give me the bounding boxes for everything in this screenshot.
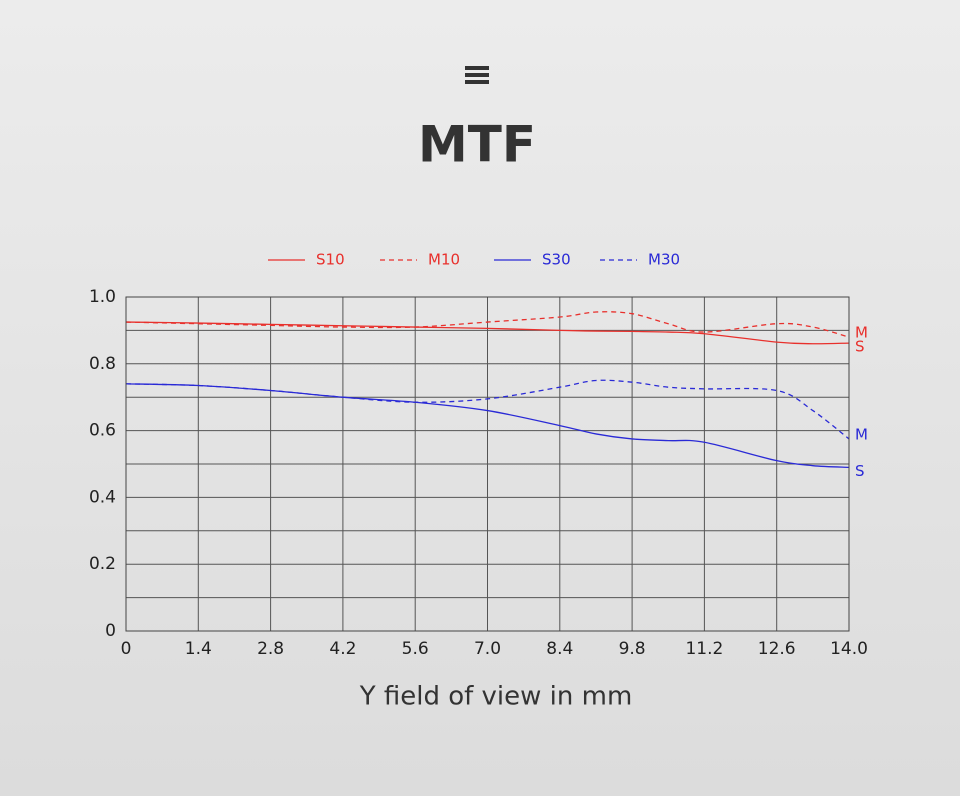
legend-label: M30 xyxy=(648,251,680,269)
legend-label: S10 xyxy=(316,251,345,269)
y-tick-label: 0.6 xyxy=(89,421,116,441)
menu-icon xyxy=(465,66,489,84)
x-tick-label: 2.8 xyxy=(257,639,284,659)
end-label: S xyxy=(855,338,865,356)
end-label: S xyxy=(855,462,865,480)
series-line xyxy=(125,321,850,345)
x-tick-label: 5.6 xyxy=(402,639,429,659)
end-label: M xyxy=(855,324,868,342)
y-tick-label: 0 xyxy=(105,621,116,641)
x-tick-label: 12.6 xyxy=(758,639,796,659)
y-tick-label: 0.8 xyxy=(89,354,116,374)
series-line xyxy=(125,379,850,440)
x-tick-label: 9.8 xyxy=(619,639,646,659)
x-tick-label: 11.2 xyxy=(685,639,723,659)
plot-frame xyxy=(125,296,850,632)
y-tick-label: 1.0 xyxy=(89,287,116,307)
x-tick-label: 7.0 xyxy=(474,639,501,659)
x-axis-label: Y field of view in mm xyxy=(359,682,633,712)
x-tick-label: 14.0 xyxy=(830,639,868,659)
chart-title: MTF xyxy=(418,116,536,174)
x-tick-label: 0 xyxy=(121,639,132,659)
x-tick-label: 4.2 xyxy=(329,639,356,659)
end-label: M xyxy=(855,425,868,443)
x-tick-label: 8.4 xyxy=(546,639,573,659)
y-tick-label: 0.4 xyxy=(89,487,116,507)
series-line xyxy=(125,311,850,338)
x-tick-label: 1.4 xyxy=(185,639,212,659)
legend-label: M10 xyxy=(428,251,460,269)
legend-label: S30 xyxy=(542,251,571,269)
y-tick-label: 0.2 xyxy=(89,554,116,574)
